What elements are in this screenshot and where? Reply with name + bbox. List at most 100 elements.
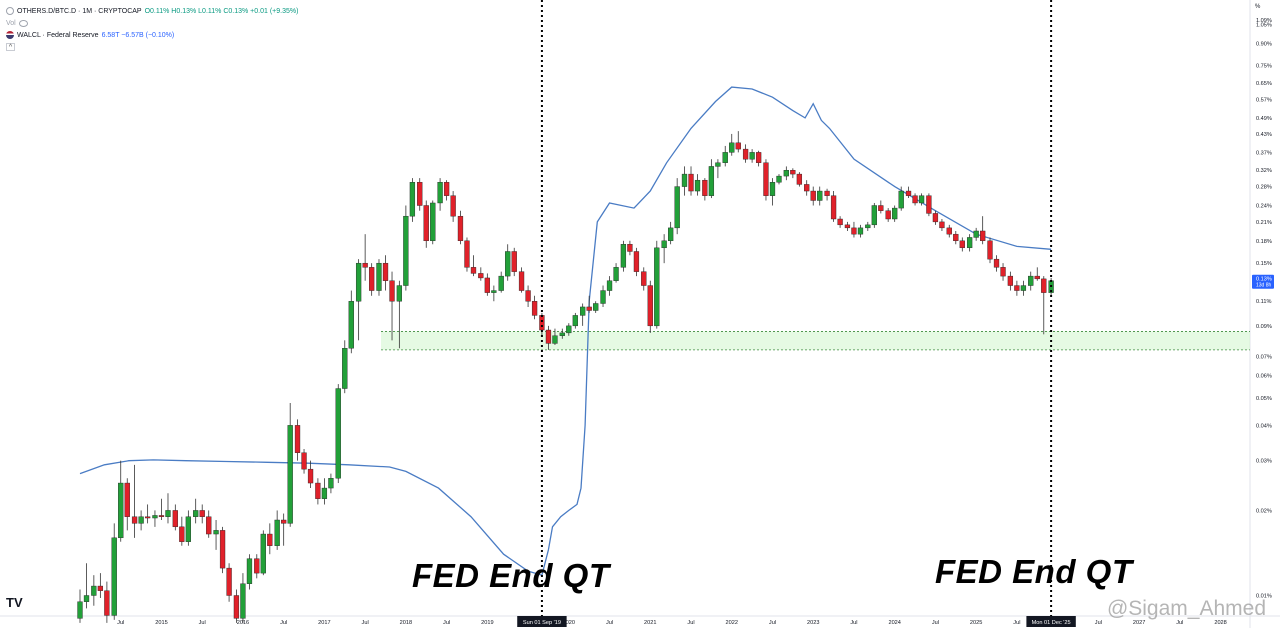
candle-body[interactable] bbox=[484, 277, 490, 293]
candle-body[interactable] bbox=[898, 190, 904, 209]
candle-body[interactable] bbox=[376, 262, 382, 291]
candle-body[interactable] bbox=[810, 190, 816, 201]
legend-walcl-row[interactable]: WALCL · Federal Reserve 6.58T −6.57B (−0… bbox=[6, 29, 298, 41]
candle-body[interactable] bbox=[932, 213, 939, 223]
candle-body[interactable] bbox=[430, 202, 436, 242]
candle-body[interactable] bbox=[878, 205, 884, 211]
candle-body[interactable] bbox=[1028, 275, 1034, 286]
candle-body[interactable] bbox=[742, 148, 749, 160]
candle-body[interactable] bbox=[267, 533, 273, 546]
candle-body[interactable] bbox=[674, 186, 680, 229]
price-axis[interactable]: 1.09%1.05% 0.90% 0.75% 0.65% 0.57% 0.49% 0.43%… bbox=[1252, 18, 1274, 600]
candle-body[interactable] bbox=[946, 227, 952, 235]
candle-body[interactable] bbox=[722, 152, 728, 163]
candle-body[interactable] bbox=[206, 516, 212, 535]
candle-body[interactable] bbox=[111, 537, 117, 616]
candle-body[interactable] bbox=[355, 262, 362, 302]
candle-body[interactable] bbox=[362, 262, 368, 268]
candle-body[interactable] bbox=[423, 205, 429, 242]
candle-body[interactable] bbox=[77, 601, 83, 619]
candle-body[interactable] bbox=[91, 585, 97, 596]
candle-body[interactable] bbox=[152, 515, 158, 519]
collapse-caret-icon[interactable]: ^ bbox=[6, 43, 15, 51]
candle-body[interactable] bbox=[403, 215, 409, 286]
candle-body[interactable] bbox=[851, 227, 857, 235]
candle-body[interactable] bbox=[749, 152, 755, 160]
legend-symbol[interactable]: OTHERS.D/BTC.D · 1M · CRYPTOCAP bbox=[17, 7, 142, 15]
candle-body[interactable] bbox=[939, 221, 945, 229]
candle-body[interactable] bbox=[505, 251, 511, 277]
candle-body[interactable] bbox=[953, 233, 959, 242]
candle-body[interactable] bbox=[321, 487, 328, 499]
candle-body[interactable] bbox=[1041, 278, 1047, 293]
candle-body[interactable] bbox=[457, 215, 464, 242]
candle-body[interactable] bbox=[837, 218, 843, 226]
candle-body[interactable] bbox=[926, 195, 932, 214]
candle-body[interactable] bbox=[83, 595, 90, 602]
candle-body[interactable] bbox=[593, 303, 599, 311]
legend-walcl-name[interactable]: WALCL · Federal Reserve bbox=[17, 31, 99, 39]
candle-body[interactable] bbox=[158, 515, 165, 517]
candle-body[interactable] bbox=[185, 516, 191, 542]
candle-body[interactable] bbox=[905, 190, 912, 196]
candle-body[interactable] bbox=[525, 290, 531, 302]
candle-body[interactable] bbox=[641, 271, 647, 286]
legend-vol-row[interactable]: Vol bbox=[6, 17, 298, 29]
candle-body[interactable] bbox=[627, 244, 633, 252]
candle-body[interactable] bbox=[980, 230, 986, 242]
candle-body[interactable] bbox=[443, 182, 450, 196]
candle-body[interactable] bbox=[552, 335, 558, 344]
candle-body[interactable] bbox=[1034, 275, 1040, 280]
candle-body[interactable] bbox=[729, 142, 735, 153]
candle-body[interactable] bbox=[987, 240, 993, 260]
candle-body[interactable] bbox=[450, 195, 456, 217]
candle-body[interactable] bbox=[315, 482, 321, 499]
candle-body[interactable] bbox=[681, 173, 688, 187]
candle-body[interactable] bbox=[369, 267, 375, 291]
candle-body[interactable] bbox=[138, 516, 144, 524]
candle-body[interactable] bbox=[566, 325, 572, 334]
legend-symbol-row[interactable]: OTHERS.D/BTC.D · 1M · CRYPTOCAP O0.11% H… bbox=[6, 5, 298, 17]
candle-body[interactable] bbox=[531, 301, 538, 316]
candle-body[interactable] bbox=[973, 230, 979, 238]
candle-body[interactable] bbox=[755, 152, 762, 163]
candle-body[interactable] bbox=[518, 271, 525, 291]
candle-body[interactable] bbox=[796, 173, 803, 185]
candle-body[interactable] bbox=[328, 478, 334, 489]
candle-body[interactable] bbox=[511, 251, 517, 272]
candle-body[interactable] bbox=[219, 530, 226, 569]
candle-body[interactable] bbox=[389, 280, 395, 302]
candle-body[interactable] bbox=[783, 169, 789, 177]
candle-body[interactable] bbox=[606, 280, 613, 291]
candle-body[interactable] bbox=[478, 273, 484, 279]
legend-collapse-row[interactable]: ^ bbox=[6, 41, 298, 53]
eye-icon[interactable] bbox=[18, 19, 28, 27]
candle-body[interactable] bbox=[688, 173, 694, 192]
candle-body[interactable] bbox=[633, 251, 640, 272]
candle-body[interactable] bbox=[694, 179, 701, 192]
candle-body[interactable] bbox=[715, 162, 721, 167]
candle-body[interactable] bbox=[539, 315, 545, 331]
candle-body[interactable] bbox=[892, 207, 898, 220]
candle-body[interactable] bbox=[498, 275, 504, 291]
candle-body[interactable] bbox=[735, 142, 741, 150]
candle-body[interactable] bbox=[396, 285, 403, 302]
candle-body[interactable] bbox=[790, 169, 796, 175]
candle-body[interactable] bbox=[661, 240, 667, 249]
candle-body[interactable] bbox=[620, 244, 627, 268]
candle-body[interactable] bbox=[179, 526, 185, 542]
candle-body[interactable] bbox=[647, 285, 653, 327]
tradingview-logo-icon[interactable]: TV bbox=[6, 595, 23, 610]
candle-body[interactable] bbox=[654, 247, 660, 327]
candle-body[interactable] bbox=[668, 227, 674, 242]
candle-body[interactable] bbox=[233, 595, 240, 619]
candle-body[interactable] bbox=[437, 182, 443, 204]
candle-body[interactable] bbox=[871, 205, 877, 226]
candle-body[interactable] bbox=[769, 182, 776, 196]
candle-body[interactable] bbox=[417, 182, 423, 206]
candle-body[interactable] bbox=[918, 195, 925, 204]
legend-vol[interactable]: Vol bbox=[6, 19, 16, 27]
candle-body[interactable] bbox=[348, 301, 354, 349]
candle-body[interactable] bbox=[830, 195, 837, 220]
